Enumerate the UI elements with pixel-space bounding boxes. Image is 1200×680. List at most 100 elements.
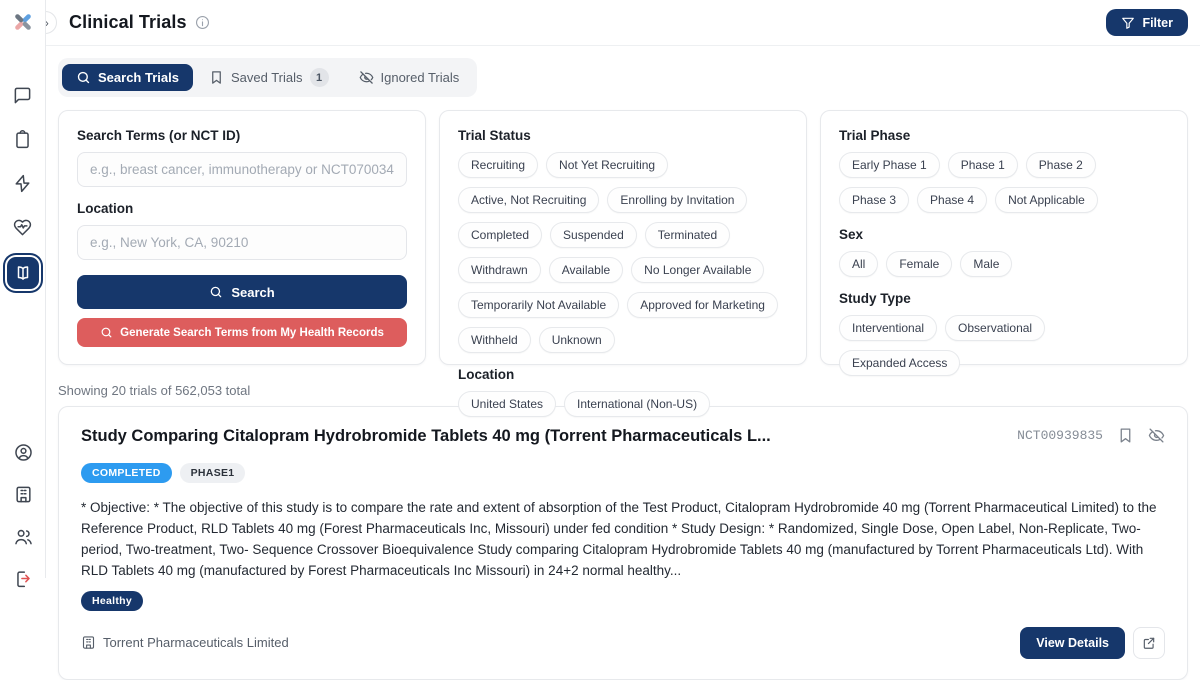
sidebar-item-care-team[interactable] [9,522,37,550]
sidebar-item-facility[interactable] [9,480,37,508]
sidebar-item-activity[interactable] [9,169,37,197]
sex-chips: All Female Male [839,251,1169,277]
sex-chip[interactable]: Male [960,251,1013,277]
trial-phase-label: Trial Phase [839,128,911,143]
zap-icon [13,174,32,193]
external-link-icon [1142,636,1156,650]
trial-result-card: Study Comparing Citalopram Hydrobromide … [58,406,1188,680]
save-trial-button[interactable] [1117,427,1134,444]
status-chip[interactable]: Available [548,257,624,283]
trial-description: * Objective: * The objective of this stu… [81,500,1157,578]
location-chip[interactable]: United States [458,391,557,417]
phase-chip[interactable]: Phase 2 [1025,152,1096,178]
sidebar-item-clipboard[interactable] [9,125,37,153]
eye-off-icon [1148,427,1165,444]
funnel-icon [1121,16,1135,30]
users-icon [14,527,33,546]
status-badge: COMPLETED [81,463,172,483]
phase-chip[interactable]: Not Applicable [995,187,1098,213]
trial-phase-card: Trial Phase Early Phase 1 Phase 1 Phase … [820,110,1188,376]
study-type-chip[interactable]: Observational [945,315,1046,341]
phase-chip[interactable]: Phase 1 [947,152,1018,178]
sidebar [0,0,46,587]
study-type-chips: Interventional Observational Expanded Ac… [839,315,1169,376]
tab-ignored-trials[interactable]: Ignored Trials [345,64,474,91]
phase-chip[interactable]: Phase 4 [917,187,988,213]
trial-status-label: Trial Status [458,128,531,143]
results-summary: Showing 20 trials of 562,053 total [58,383,251,398]
search-terms-label: Search Terms (or NCT ID) [77,128,241,143]
building-icon [81,635,96,650]
phase-badge: PHASE1 [179,463,246,483]
view-details-button[interactable]: View Details [1020,626,1125,659]
hospital-icon [14,485,33,504]
phase-chip[interactable]: Early Phase 1 [839,152,940,178]
info-icon [195,15,210,30]
status-chip[interactable]: Terminated [644,222,731,248]
book-icon [14,264,32,282]
sidebar-item-chat[interactable] [9,81,37,109]
location-input[interactable] [77,225,407,260]
status-chip[interactable]: Withdrawn [458,257,541,283]
status-chip[interactable]: Active, Not Recruiting [458,187,600,213]
saved-trials-count-badge: 1 [309,68,329,87]
bookmark-icon [1117,427,1134,444]
tab-search-trials[interactable]: Search Trials [62,64,193,91]
trial-title: Study Comparing Citalopram Hydrobromide … [81,427,771,445]
location-label: Location [77,201,134,216]
app-logo-icon [12,11,34,33]
bookmark-icon [209,70,224,85]
status-chip[interactable]: Not Yet Recruiting [546,152,669,178]
status-chip[interactable]: Approved for Marketing [627,292,778,318]
search-icon [100,326,113,339]
condition-badge: Healthy [81,590,144,611]
search-terms-input[interactable] [77,152,407,187]
status-chip[interactable]: Recruiting [458,152,539,178]
study-type-chip[interactable]: Expanded Access [839,350,961,376]
status-chip[interactable]: Withheld [458,327,531,353]
search-icon [209,285,223,299]
generate-search-terms-button[interactable]: Generate Search Terms from My Health Rec… [77,318,407,347]
sidebar-item-health[interactable] [9,213,37,241]
search-button[interactable]: Search [77,275,407,309]
location-chip[interactable]: International (Non-US) [564,391,711,417]
location-chips: United States International (Non-US) [458,391,788,417]
status-chip[interactable]: Unknown [538,327,615,353]
clipboard-icon [13,129,32,149]
status-chip[interactable]: Enrolling by Invitation [607,187,748,213]
sex-chip[interactable]: Female [886,251,953,277]
chat-icon [13,86,32,105]
sidebar-item-logout[interactable] [9,564,37,592]
sidebar-item-profile[interactable] [9,438,37,466]
status-chip[interactable]: Completed [458,222,543,248]
logout-icon [14,569,33,588]
status-chip[interactable]: No Longer Available [631,257,765,283]
header: » Clinical Trials Filter [34,0,1200,46]
filter-button[interactable]: Filter [1106,9,1188,36]
search-icon [76,70,91,85]
trial-status-chips: Recruiting Not Yet Recruiting Active, No… [458,152,788,353]
ignore-trial-button[interactable] [1148,427,1165,444]
sponsor: Torrent Pharmaceuticals Limited [81,635,289,650]
user-circle-icon [14,443,33,462]
sidebar-item-clinical-trials[interactable] [6,257,39,289]
status-location-label: Location [458,367,515,382]
sex-chip[interactable]: All [839,251,879,277]
page-title: Clinical Trials [69,12,187,32]
status-chip[interactable]: Temporarily Not Available [458,292,620,318]
external-link-button[interactable] [1133,626,1165,659]
tab-saved-trials[interactable]: Saved Trials 1 [195,62,343,93]
sex-label: Sex [839,227,864,242]
trial-phase-chips: Early Phase 1 Phase 1 Phase 2 Phase 3 Ph… [839,152,1169,213]
search-card: Search Terms (or NCT ID) Location Search… [58,110,426,365]
heart-pulse-icon [13,218,32,237]
sponsor-name: Torrent Pharmaceuticals Limited [103,635,289,651]
status-chip[interactable]: Suspended [550,222,637,248]
main-content: Search Trials Saved Trials 1 Ignored Tri… [46,46,1200,680]
eye-off-icon [359,70,374,85]
nct-id: NCT00939835 [1017,428,1103,443]
trial-status-card: Trial Status Recruiting Not Yet Recruiti… [439,110,807,417]
trials-tabbar: Search Trials Saved Trials 1 Ignored Tri… [58,58,478,97]
phase-chip[interactable]: Phase 3 [839,187,910,213]
study-type-chip[interactable]: Interventional [839,315,938,341]
